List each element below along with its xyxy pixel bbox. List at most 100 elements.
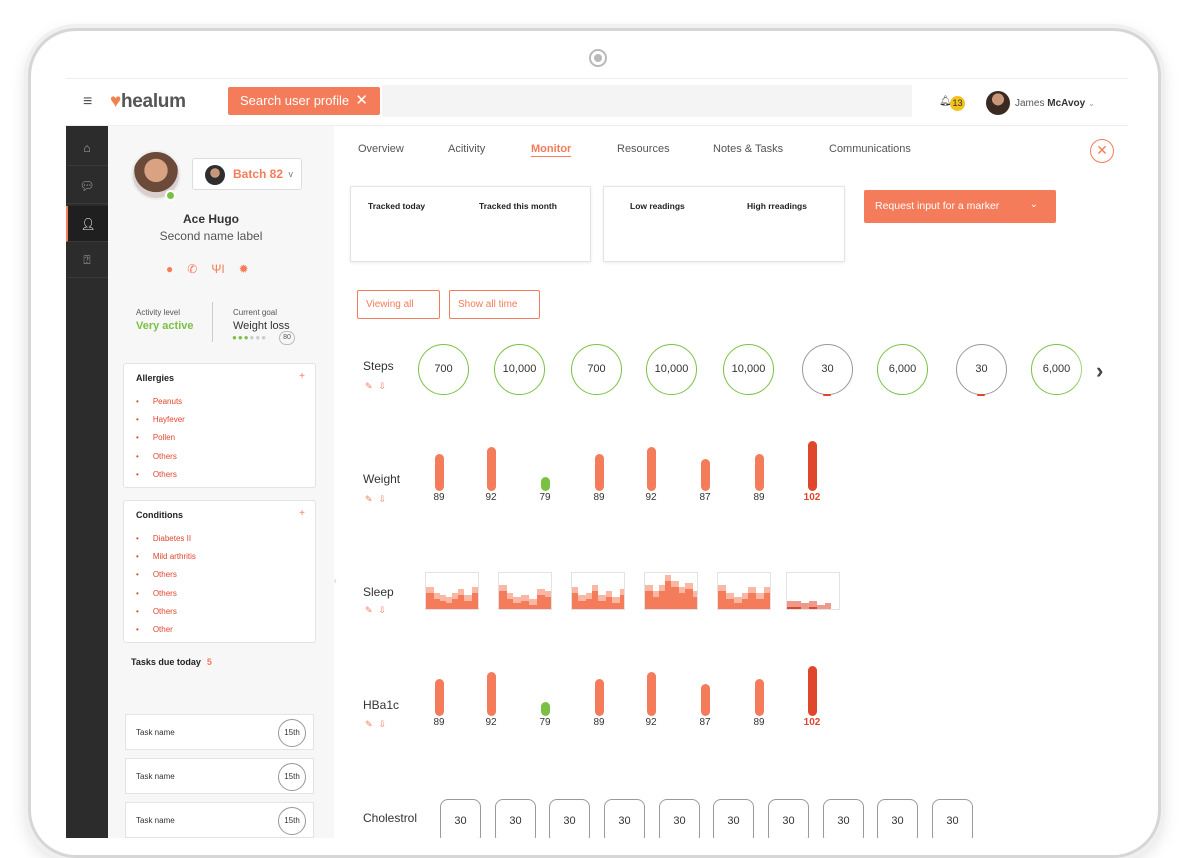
- edit-icon[interactable]: ✎: [365, 719, 379, 729]
- weight-bar[interactable]: [808, 441, 817, 491]
- task-due-date[interactable]: 15th: [278, 807, 306, 835]
- steps-reading[interactable]: 6,000: [877, 344, 928, 395]
- conditions-card: Conditions + Diabetes IIMild arthritisOt…: [123, 500, 316, 643]
- batch-selector[interactable]: Batch 82 v: [192, 158, 302, 190]
- sleep-chart[interactable]: [644, 572, 698, 610]
- top-bar: ≡ ♥healum Search user profile ✕ 🔔︎ 13 Ja…: [66, 79, 1128, 126]
- hba1c-bar[interactable]: [487, 672, 496, 716]
- hba1c-bar[interactable]: [647, 672, 656, 716]
- list-item[interactable]: Others: [136, 589, 196, 607]
- tab-monitor[interactable]: Monitor: [531, 143, 572, 157]
- tab-acitivity[interactable]: Acitivity: [448, 143, 486, 155]
- help-icon[interactable]: ⍰: [66, 242, 108, 278]
- list-item[interactable]: Pollen: [136, 433, 185, 451]
- dashboard-icon[interactable]: ⌂: [66, 130, 108, 166]
- brand-logo[interactable]: ♥healum: [110, 91, 186, 113]
- time-filter[interactable]: Show all time: [449, 290, 540, 319]
- list-item[interactable]: Hayfever: [136, 415, 185, 433]
- list-item[interactable]: Others: [136, 470, 185, 488]
- weight-bar[interactable]: [541, 477, 550, 491]
- sleep-chart[interactable]: [786, 572, 840, 610]
- settings-icon[interactable]: ✹: [238, 262, 249, 276]
- edit-icon[interactable]: ✎: [365, 494, 379, 504]
- chevron-right-icon[interactable]: ›: [1096, 358, 1104, 383]
- tab-notes-tasks[interactable]: Notes & Tasks: [713, 143, 784, 155]
- cholesterol-reading[interactable]: 30: [440, 799, 481, 838]
- cholesterol-reading[interactable]: 30: [713, 799, 754, 838]
- profile-icon[interactable]: ●: [166, 262, 174, 276]
- list-item[interactable]: Others: [136, 607, 196, 625]
- list-item[interactable]: Diabetes II: [136, 534, 196, 552]
- download-icon[interactable]: ⇩: [378, 381, 393, 391]
- edit-icon[interactable]: ✎: [365, 381, 379, 391]
- cholesterol-reading[interactable]: 30: [768, 799, 809, 838]
- bell-icon[interactable]: 🔔︎: [939, 96, 952, 107]
- hba1c-bar[interactable]: [808, 666, 817, 716]
- tab-resources[interactable]: Resources: [617, 143, 670, 155]
- weight-bar[interactable]: [755, 454, 764, 491]
- hba1c-bar[interactable]: [541, 702, 550, 716]
- hba1c-bar[interactable]: [701, 683, 710, 716]
- tab-communications[interactable]: Communications: [829, 143, 911, 155]
- task-due-date[interactable]: 15th: [278, 719, 306, 747]
- collapse-icon[interactable]: ‹: [334, 576, 337, 585]
- sleep-chart[interactable]: [717, 572, 771, 610]
- task-row[interactable]: Task name 15th: [125, 802, 314, 838]
- cholesterol-reading[interactable]: 30: [877, 799, 918, 838]
- weight-bar[interactable]: [487, 447, 496, 491]
- cholesterol-reading[interactable]: 30: [932, 799, 973, 838]
- weight-bar[interactable]: [595, 454, 604, 491]
- cholesterol-reading[interactable]: 30: [659, 799, 700, 838]
- user-icon[interactable]: 👤︎: [66, 206, 108, 242]
- sleep-chart[interactable]: [498, 572, 552, 610]
- cholesterol-reading[interactable]: 30: [604, 799, 645, 838]
- list-item[interactable]: Others: [136, 570, 196, 588]
- menu-icon[interactable]: ≡: [83, 93, 93, 110]
- steps-reading[interactable]: 700: [571, 344, 622, 395]
- close-button[interactable]: ✕: [1090, 139, 1114, 163]
- list-item[interactable]: Peanuts: [136, 397, 185, 415]
- steps-reading[interactable]: 30: [956, 344, 1007, 396]
- steps-reading[interactable]: 700: [418, 344, 469, 395]
- task-due-date[interactable]: 15th: [278, 763, 306, 791]
- allergies-list: PeanutsHayfeverPollenOthersOthers: [136, 397, 185, 488]
- list-item[interactable]: Others: [136, 452, 185, 470]
- cholesterol-reading[interactable]: 30: [495, 799, 536, 838]
- food-icon[interactable]: ΨΙ: [211, 262, 225, 276]
- hba1c-bar[interactable]: [595, 679, 604, 716]
- search-tag[interactable]: Search user profile ✕: [228, 87, 380, 115]
- download-icon[interactable]: ⇩: [378, 494, 393, 504]
- user-avatar[interactable]: [986, 91, 1010, 115]
- cholesterol-reading[interactable]: 30: [823, 799, 864, 838]
- steps-reading[interactable]: 30: [802, 344, 853, 396]
- weight-bar[interactable]: [435, 454, 444, 491]
- list-item[interactable]: Other: [136, 625, 196, 643]
- hba1c-bar[interactable]: [435, 679, 444, 716]
- add-condition-button[interactable]: +: [299, 508, 305, 519]
- allergies-title: Allergies: [136, 373, 175, 383]
- sleep-chart[interactable]: [425, 572, 479, 610]
- task-row[interactable]: Task name 15th: [125, 714, 314, 750]
- edit-icon[interactable]: ✎: [365, 605, 379, 615]
- hba1c-bar[interactable]: [755, 679, 764, 716]
- viewing-filter[interactable]: Viewing all: [357, 290, 440, 319]
- cholesterol-reading[interactable]: 30: [549, 799, 590, 838]
- chat-icon[interactable]: 💬︎: [66, 168, 108, 204]
- sleep-chart[interactable]: [571, 572, 625, 610]
- weight-bar[interactable]: [647, 447, 656, 491]
- steps-reading[interactable]: 10,000: [494, 344, 545, 395]
- user-menu[interactable]: James McAvoy ⌄: [1015, 98, 1095, 109]
- request-input-button[interactable]: Request input for a marker ⌄: [864, 190, 1056, 223]
- task-row[interactable]: Task name 15th: [125, 758, 314, 794]
- download-icon[interactable]: ⇩: [378, 605, 393, 615]
- steps-reading[interactable]: 10,000: [723, 344, 774, 395]
- tab-overview[interactable]: Overview: [358, 143, 404, 155]
- add-allergy-button[interactable]: +: [299, 371, 305, 382]
- close-icon[interactable]: ✕: [355, 92, 368, 109]
- search-input[interactable]: [382, 85, 912, 117]
- weight-bar[interactable]: [701, 458, 710, 491]
- steps-reading[interactable]: 10,000: [646, 344, 697, 395]
- list-item[interactable]: Mild arthritis: [136, 552, 196, 570]
- phone-icon[interactable]: ✆: [187, 262, 198, 276]
- download-icon[interactable]: ⇩: [378, 719, 393, 729]
